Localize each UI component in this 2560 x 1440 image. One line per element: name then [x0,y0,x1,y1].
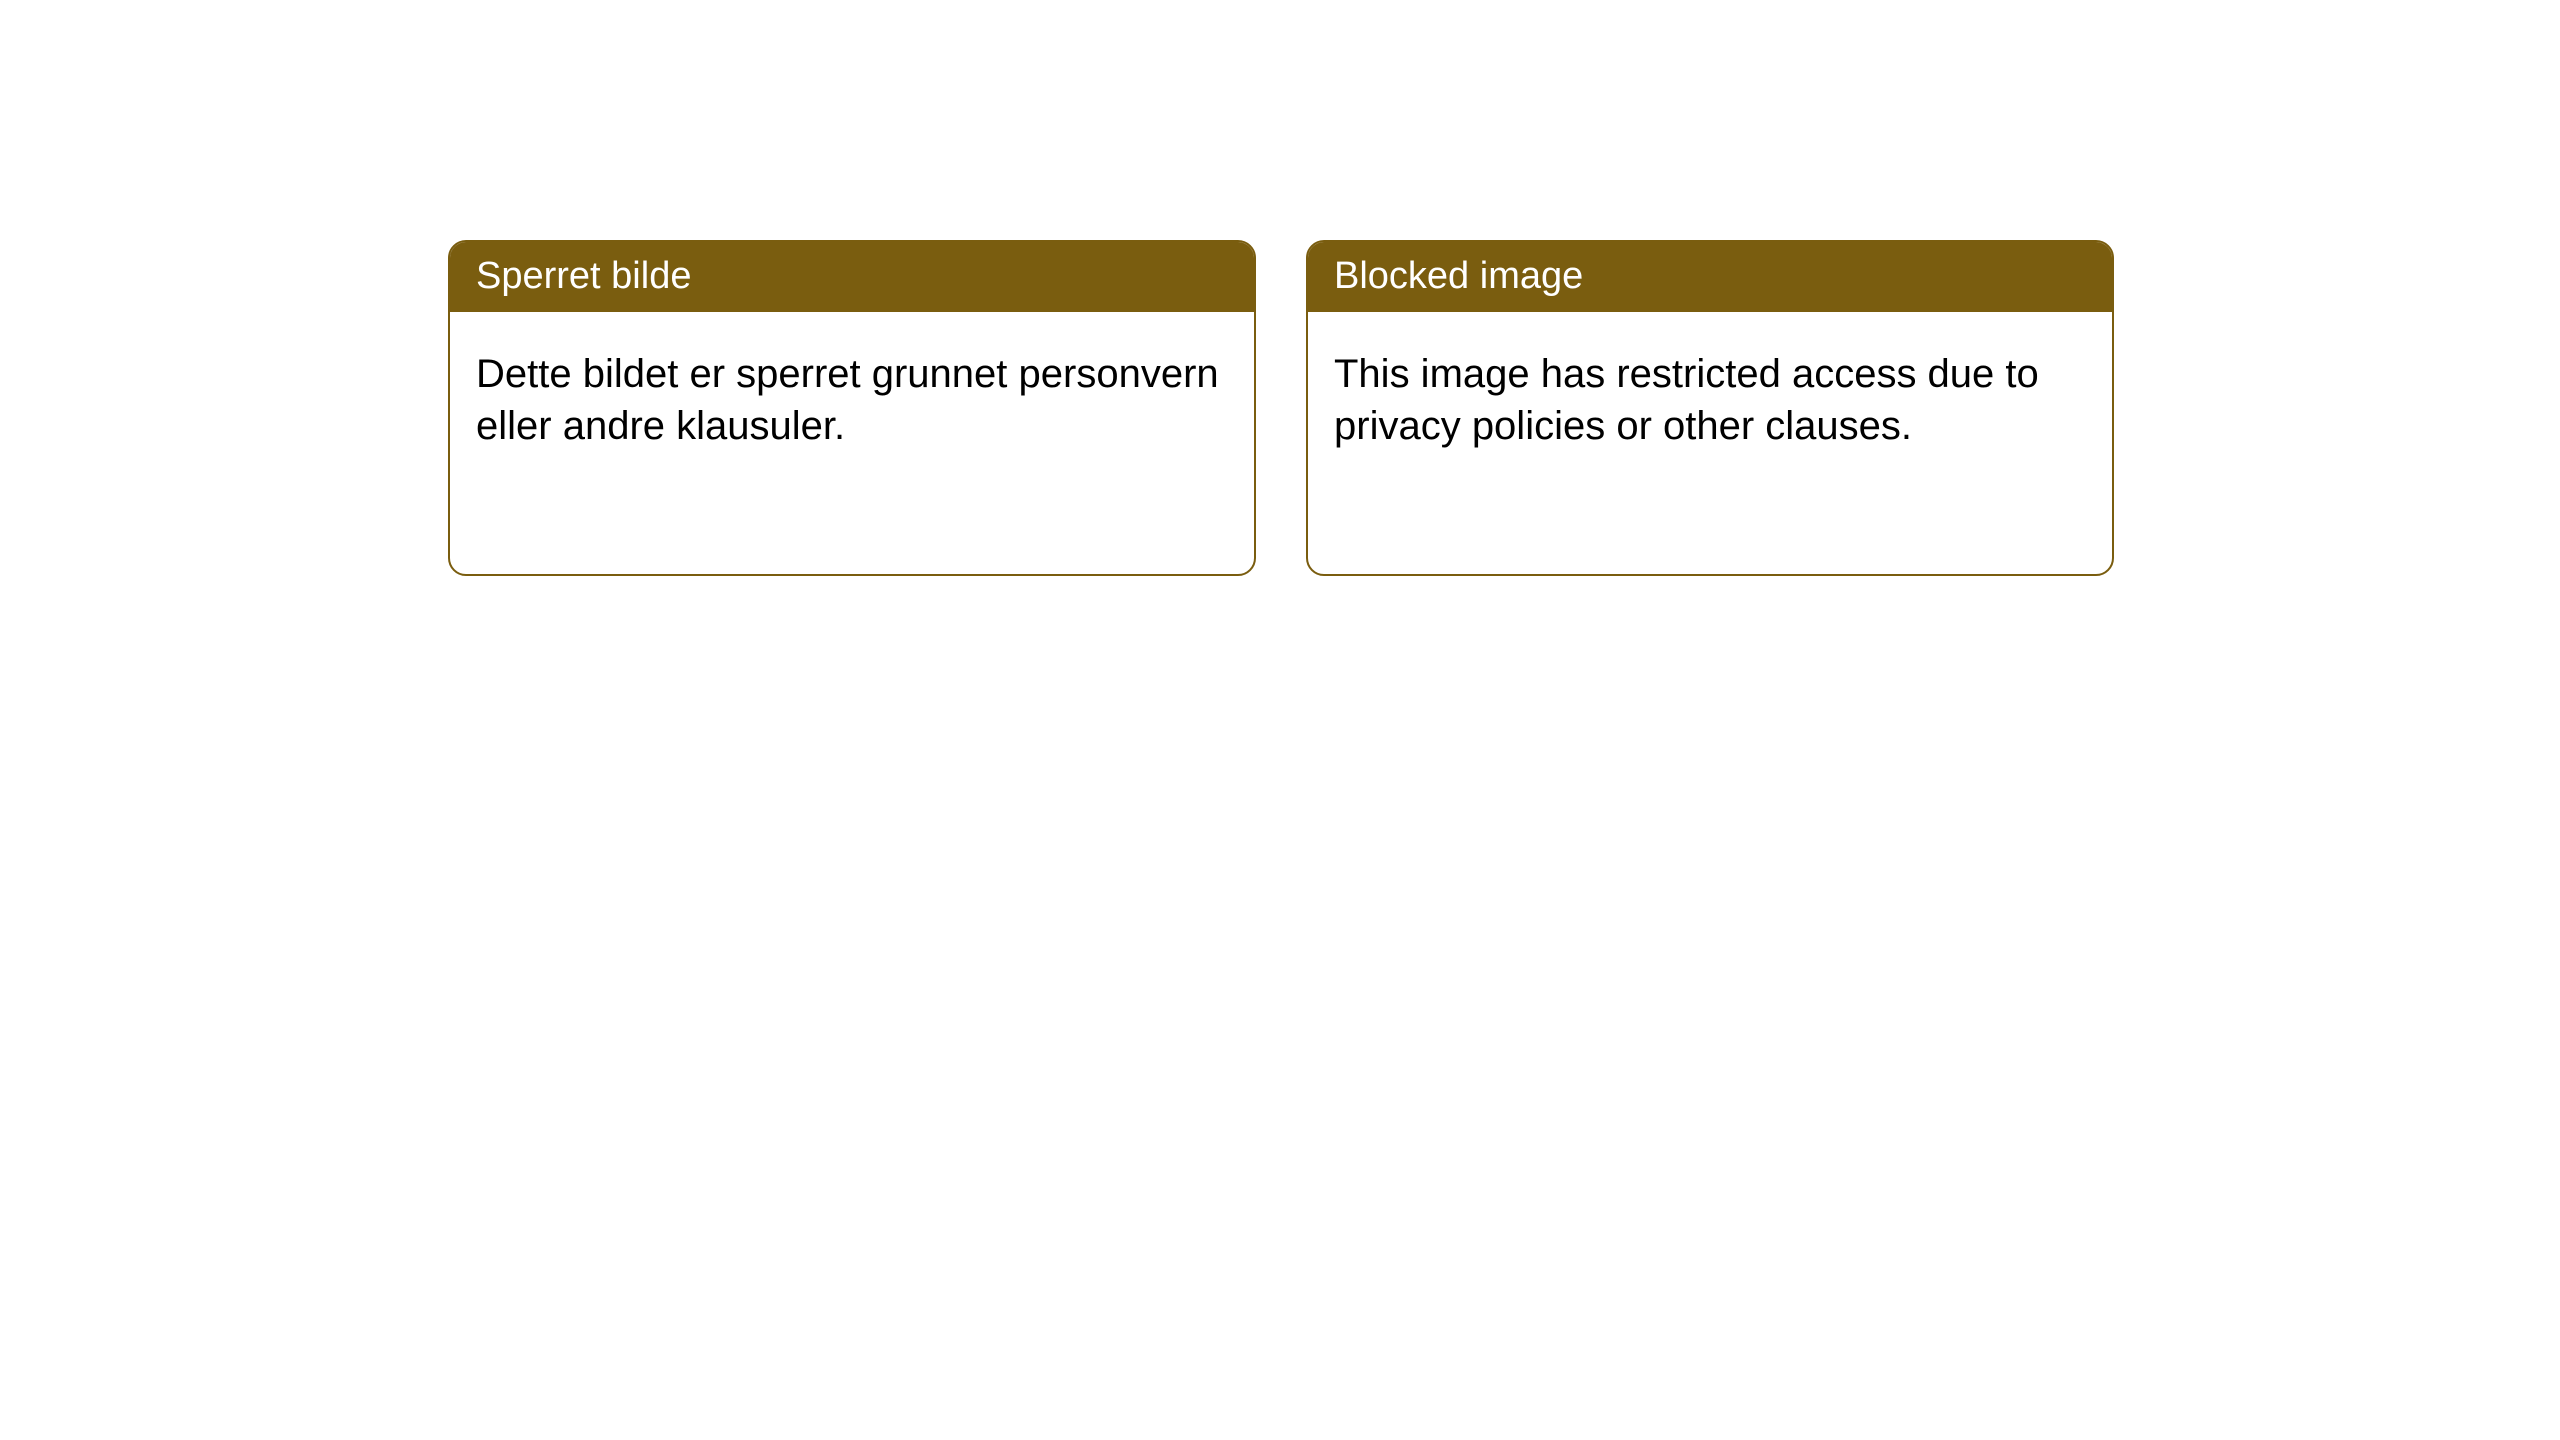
blocked-image-card-no: Sperret bilde Dette bildet er sperret gr… [448,240,1256,576]
notice-cards-container: Sperret bilde Dette bildet er sperret gr… [0,0,2560,576]
card-body-no: Dette bildet er sperret grunnet personve… [450,312,1254,488]
blocked-image-card-en: Blocked image This image has restricted … [1306,240,2114,576]
card-body-en: This image has restricted access due to … [1308,312,2112,488]
card-header-no: Sperret bilde [450,242,1254,312]
card-header-en: Blocked image [1308,242,2112,312]
